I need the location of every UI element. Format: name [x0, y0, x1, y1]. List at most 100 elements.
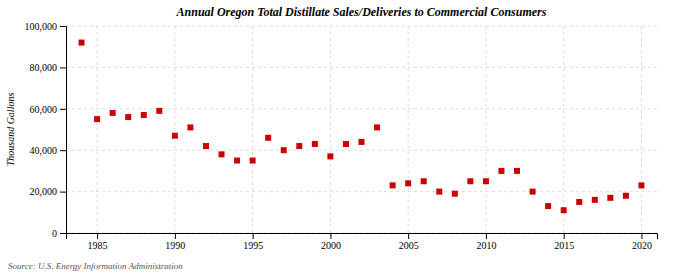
point	[94, 116, 100, 122]
x-tick-mark	[97, 233, 98, 239]
title: Annual Oregon Total Distillate Sales/Del…	[176, 5, 547, 19]
point	[156, 108, 162, 114]
y-tick-label: 80,000	[30, 62, 58, 73]
point	[405, 180, 411, 186]
x-tick-label: 2005	[399, 240, 419, 251]
point	[219, 151, 225, 157]
chart: 1985 1990 1995 2000 2005 2010 2015 2020 0 20,000 4…	[0, 0, 675, 275]
point	[312, 141, 318, 147]
point	[281, 147, 287, 153]
plot: 1985 1990 1995 2000 2005 2010 2015 2020 0 20,000 4…	[25, 21, 658, 251]
grid-line-x	[641, 26, 642, 233]
y-tick-label: 60,000	[30, 104, 58, 115]
point	[545, 203, 551, 209]
x-tick-label: 2015	[554, 240, 574, 251]
point	[452, 191, 458, 197]
point	[296, 143, 302, 149]
source: Source: U.S. Energy Information Administ…	[8, 261, 183, 271]
grid-line-x	[408, 26, 409, 233]
x-tick-label: 1990	[165, 240, 185, 251]
y-tick-label: 100,000	[25, 21, 58, 32]
point	[172, 133, 178, 139]
x-tick-mark	[330, 233, 331, 239]
grid-line-x	[252, 26, 253, 233]
y-axis-line	[60, 27, 67, 234]
x-tick: 1985	[88, 233, 108, 251]
point	[576, 199, 582, 205]
x-tick: 2010	[476, 233, 496, 251]
point	[607, 195, 613, 201]
x-tick: 1990	[165, 233, 185, 251]
y-tick: 0	[52, 228, 66, 239]
points	[79, 40, 645, 214]
x-axis: 1985 1990 1995 2000 2005 2010 2015 2020	[67, 233, 658, 251]
x-tick-mark	[641, 233, 642, 239]
grid-line-y	[66, 108, 657, 109]
point	[374, 124, 380, 130]
x-tick-label: 1995	[243, 240, 263, 251]
y-tick-label: 40,000	[30, 145, 58, 156]
grid-line-y	[66, 67, 657, 68]
y-tick-label: 0	[52, 228, 57, 239]
point	[638, 182, 644, 188]
x-tick-label: 2010	[476, 240, 496, 251]
y-axis-title: Thousand Gallons	[5, 93, 16, 167]
x-axis-line	[67, 234, 658, 240]
x-tick: 2020	[632, 233, 652, 251]
point	[359, 139, 365, 145]
point	[79, 40, 85, 46]
point	[327, 153, 333, 159]
x-tick-mark	[175, 233, 176, 239]
point	[343, 141, 349, 147]
y-tick: 80,000	[30, 62, 67, 73]
x-tick: 2005	[399, 233, 419, 251]
point	[623, 193, 629, 199]
x-tick-mark	[408, 233, 409, 239]
point	[467, 178, 473, 184]
point	[250, 158, 256, 164]
y-tick-mark	[60, 67, 66, 68]
point	[265, 135, 271, 141]
point	[514, 168, 520, 174]
point	[483, 178, 489, 184]
point	[498, 168, 504, 174]
grid-line-y	[66, 191, 657, 192]
grid-line-y	[66, 150, 657, 151]
grid-line-y	[66, 26, 657, 27]
y-tick: 100,000	[25, 21, 67, 32]
y-tick-mark	[60, 109, 66, 110]
point	[421, 178, 427, 184]
point	[390, 182, 396, 188]
x-tick: 2000	[321, 233, 341, 251]
x-tick-label: 2020	[632, 240, 652, 251]
grid-line-x	[330, 26, 331, 233]
y-tick-mark	[60, 26, 66, 27]
y-tick: 60,000	[30, 104, 67, 115]
x-tick-mark	[486, 233, 487, 239]
point	[530, 189, 536, 195]
point	[561, 207, 567, 213]
point	[187, 124, 193, 130]
point	[203, 143, 209, 149]
point	[125, 114, 131, 120]
x-tick-mark	[564, 233, 565, 239]
grid-line-x	[485, 26, 486, 233]
y-tick: 20,000	[30, 186, 67, 197]
grid-line-x	[97, 26, 98, 233]
x-tick: 1995	[243, 233, 263, 251]
y-tick: 40,000	[30, 145, 67, 156]
grid-line-x	[174, 26, 175, 233]
y-tick-mark	[60, 192, 66, 193]
point	[234, 158, 240, 164]
y-tick-mark	[60, 150, 66, 151]
y-axis: 0 20,000 40,000 60,000 80,000 100,000	[25, 21, 67, 239]
grid	[66, 26, 657, 233]
y-tick-label: 20,000	[30, 186, 58, 197]
x-tick: 2015	[554, 233, 574, 251]
point	[141, 112, 147, 118]
point	[592, 197, 598, 203]
x-tick-mark	[253, 233, 254, 239]
x-tick-label: 1985	[88, 240, 108, 251]
grid-line-x	[563, 26, 564, 233]
point	[110, 110, 116, 116]
